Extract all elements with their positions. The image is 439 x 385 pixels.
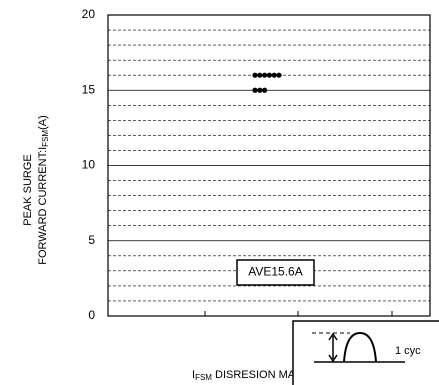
y-tick-label: 10 [82, 158, 96, 172]
inset-box [292, 320, 439, 385]
y-label-suffix: (A) [37, 115, 49, 130]
dot [252, 72, 258, 78]
dot [257, 87, 263, 93]
dot [271, 72, 277, 78]
inset: 1 cyc [292, 320, 439, 385]
x-label-sub: FSM [195, 373, 212, 382]
y-tick-label: 0 [88, 308, 95, 322]
dot [262, 72, 268, 78]
x-label-text: DISRESION MAP [212, 369, 302, 381]
dot [266, 72, 272, 78]
inset-wave [343, 331, 377, 363]
dot [252, 87, 258, 93]
annotation: AVE15.6A [248, 265, 302, 279]
x-label-prefix: I [192, 369, 195, 381]
y-label-sub: FSM [41, 130, 50, 147]
y-tick-label: 15 [82, 82, 96, 96]
y-tick-label: 5 [88, 233, 95, 247]
y-label-line: FORWARD CURRENT:I [37, 147, 49, 265]
inset-label: 1 cyc [395, 345, 421, 357]
dot [262, 87, 268, 93]
inset-arrowheads [328, 332, 338, 363]
y-axis-label: FORWARD CURRENT:IFSM(A) [37, 115, 50, 265]
dot [257, 72, 263, 78]
y-label-line: PEAK SURGE [22, 154, 34, 226]
dot [276, 72, 282, 78]
annotation-box [236, 259, 315, 286]
x-axis-label: IFSM DISRESION MAP [192, 369, 302, 382]
y-axis-label: PEAK SURGE [22, 154, 34, 226]
y-tick-label: 20 [82, 7, 96, 21]
plot-frame [107, 14, 431, 317]
